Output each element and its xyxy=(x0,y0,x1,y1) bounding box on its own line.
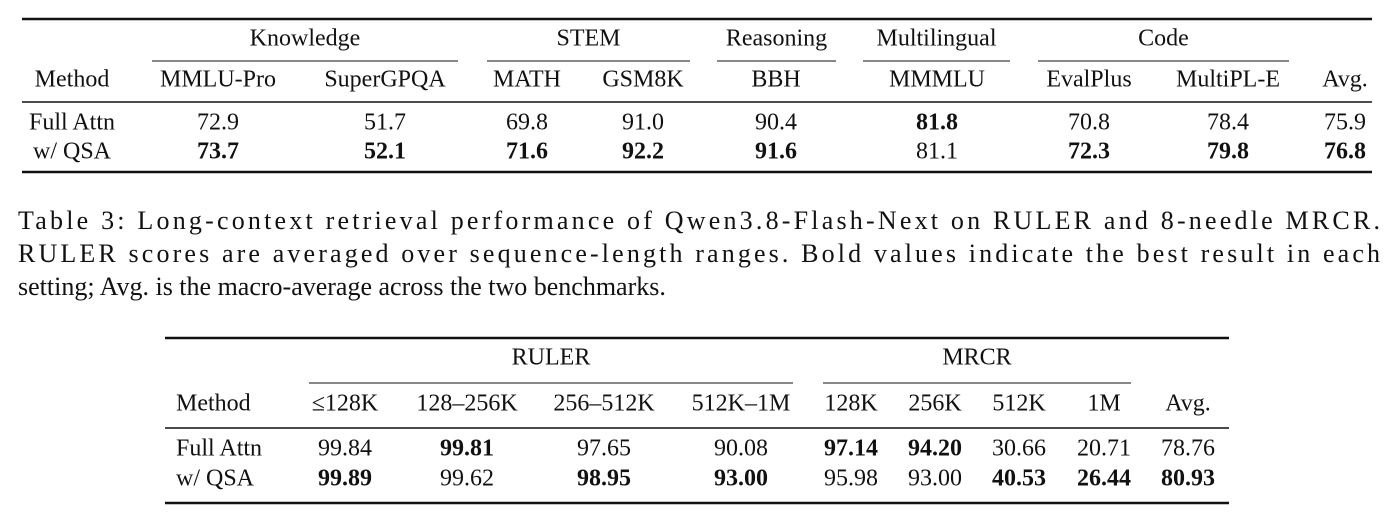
cell: 95.98 xyxy=(824,466,878,492)
cell: 99.84 xyxy=(318,436,372,462)
cell: 81.8 xyxy=(916,110,958,136)
cell: 99.81 xyxy=(440,436,494,462)
cell: 69.8 xyxy=(506,110,548,136)
cell: 75.9 xyxy=(1324,110,1366,136)
cell: 40.53 xyxy=(992,466,1046,492)
cell: 78.4 xyxy=(1207,110,1249,136)
column-header: 256–512K xyxy=(553,391,655,417)
cell: Full Attn xyxy=(176,436,262,462)
cell: 76.8 xyxy=(1324,139,1366,165)
group-header: RULER xyxy=(512,345,591,371)
caption-line: RULER scores are averaged over sequence-… xyxy=(18,239,1380,268)
cell: 94.20 xyxy=(908,436,962,462)
caption-line: Table 3: Long-context retrieval performa… xyxy=(18,206,1380,235)
cell: 92.2 xyxy=(622,139,664,165)
group-header: Knowledge xyxy=(250,26,361,52)
cell: 78.76 xyxy=(1161,436,1215,462)
cell: 72.9 xyxy=(197,110,239,136)
cell: 30.66 xyxy=(992,436,1046,462)
column-header: 128–256K xyxy=(416,391,518,417)
group-header: Code xyxy=(1138,26,1189,52)
column-header: MultiPL-E xyxy=(1176,67,1280,93)
cell: 90.4 xyxy=(755,110,797,136)
column-header: GSM8K xyxy=(602,67,684,93)
cell: 93.00 xyxy=(908,466,962,492)
cell: 91.0 xyxy=(622,110,664,136)
group-header: Multilingual xyxy=(877,26,997,52)
cell: 91.6 xyxy=(755,139,797,165)
cell: 80.93 xyxy=(1161,466,1215,492)
column-header: 512K–1M xyxy=(692,391,791,417)
column-header: EvalPlus xyxy=(1046,67,1131,93)
cell: 52.1 xyxy=(364,139,406,165)
cell: 26.44 xyxy=(1077,466,1131,492)
cell: 98.95 xyxy=(577,466,631,492)
column-header: 256K xyxy=(908,391,962,417)
column-header: 512K xyxy=(992,391,1046,417)
cell: 72.3 xyxy=(1068,139,1110,165)
column-header: 1M xyxy=(1087,391,1120,417)
cell: 99.62 xyxy=(440,466,494,492)
cell: 73.7 xyxy=(197,139,239,165)
column-header: SuperGPQA xyxy=(324,67,446,93)
column-header: Avg. xyxy=(1322,67,1368,93)
cell: 70.8 xyxy=(1068,110,1110,136)
group-header: Reasoning xyxy=(726,26,827,52)
column-header: Method xyxy=(176,391,251,417)
cell: 71.6 xyxy=(506,139,548,165)
caption-line: setting; Avg. is the macro-average acros… xyxy=(18,272,666,301)
cell: 99.89 xyxy=(318,466,372,492)
column-header: MATH xyxy=(493,67,561,93)
cell: 90.08 xyxy=(714,436,768,462)
group-header: MRCR xyxy=(942,345,1011,371)
cell: 20.71 xyxy=(1077,436,1131,462)
cell: w/ QSA xyxy=(176,466,255,492)
column-header: 128K xyxy=(824,391,878,417)
cell: 51.7 xyxy=(364,110,406,136)
column-header: ≤128K xyxy=(312,391,379,417)
cell: w/ QSA xyxy=(33,139,112,165)
group-header: STEM xyxy=(556,26,620,52)
cell: 79.8 xyxy=(1207,139,1249,165)
column-header: Method xyxy=(35,67,110,93)
column-header: BBH xyxy=(751,67,800,93)
cell: 81.1 xyxy=(916,139,958,165)
column-header: Avg. xyxy=(1165,391,1211,417)
cell: 97.14 xyxy=(824,436,878,462)
column-header: MMMLU xyxy=(889,67,985,93)
cell: 97.65 xyxy=(577,436,631,462)
cell: 93.00 xyxy=(714,466,768,492)
cell: Full Attn xyxy=(29,110,115,136)
column-header: MMLU-Pro xyxy=(160,67,276,93)
